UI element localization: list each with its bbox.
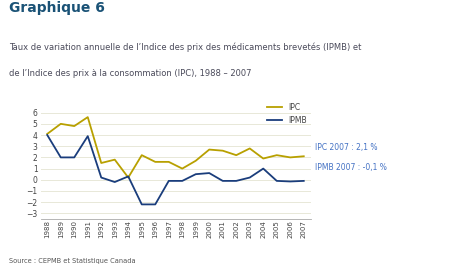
Legend: IPC, IPMB: IPC, IPMB bbox=[267, 103, 307, 125]
Text: Source : CEPMB et Statistique Canada: Source : CEPMB et Statistique Canada bbox=[9, 258, 135, 264]
Text: Taux de variation annuelle de l’Indice des prix des médicaments brevetés (IPMB) : Taux de variation annuelle de l’Indice d… bbox=[9, 43, 361, 52]
Text: IPMB 2007 : -0,1 %: IPMB 2007 : -0,1 % bbox=[315, 163, 387, 172]
Text: Graphique 6: Graphique 6 bbox=[9, 1, 105, 15]
Text: IPC 2007 : 2,1 %: IPC 2007 : 2,1 % bbox=[315, 143, 377, 152]
Text: de l’Indice des prix à la consommation (IPC), 1988 – 2007: de l’Indice des prix à la consommation (… bbox=[9, 69, 252, 78]
